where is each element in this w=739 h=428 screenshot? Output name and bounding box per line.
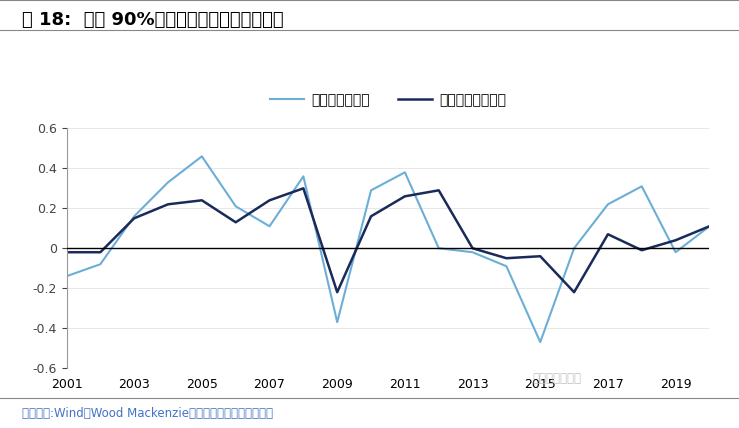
当年成本下移比例	[265, 198, 274, 203]
当年成本下移比例	[197, 198, 206, 203]
当年成本下移比例	[130, 216, 139, 221]
原油年均价同比	[502, 264, 511, 269]
原油年均价同比	[130, 214, 139, 219]
原油年均价同比	[401, 170, 409, 175]
原油年均价同比	[367, 188, 375, 193]
Line: 原油年均价同比: 原油年均价同比	[67, 156, 709, 342]
当年成本下移比例	[536, 254, 545, 259]
当年成本下移比例	[570, 290, 579, 295]
当年成本下移比例	[299, 186, 308, 191]
原油年均价同比	[570, 246, 579, 251]
Text: 图 18:  矿山 90%分位线与原油价格变动关系: 图 18: 矿山 90%分位线与原油价格变动关系	[22, 11, 284, 29]
原油年均价同比	[435, 246, 443, 251]
原油年均价同比	[62, 273, 71, 279]
当年成本下移比例	[333, 290, 341, 295]
原油年均价同比	[299, 174, 308, 179]
当年成本下移比例	[96, 250, 105, 255]
原油年均价同比	[671, 250, 680, 255]
原油年均价同比	[468, 250, 477, 255]
Text: 刘孟晰有色研究: 刘孟晰有色研究	[532, 372, 581, 385]
当年成本下移比例	[367, 214, 375, 219]
原油年均价同比	[163, 180, 172, 185]
Text: 资料来源:Wind、Wood Mackenzie、国信证券经济研究所整理: 资料来源:Wind、Wood Mackenzie、国信证券经济研究所整理	[22, 407, 273, 419]
Line: 当年成本下移比例: 当年成本下移比例	[67, 188, 709, 292]
原油年均价同比	[604, 202, 613, 207]
原油年均价同比	[265, 224, 274, 229]
原油年均价同比	[197, 154, 206, 159]
当年成本下移比例	[401, 194, 409, 199]
当年成本下移比例	[62, 250, 71, 255]
Legend: 原油年均价同比, 当年成本下移比例: 原油年均价同比, 当年成本下移比例	[264, 87, 512, 113]
当年成本下移比例	[671, 238, 680, 243]
当年成本下移比例	[502, 256, 511, 261]
原油年均价同比	[637, 184, 646, 189]
当年成本下移比例	[604, 232, 613, 237]
原油年均价同比	[96, 262, 105, 267]
当年成本下移比例	[163, 202, 172, 207]
原油年均价同比	[333, 320, 341, 325]
原油年均价同比	[536, 339, 545, 345]
当年成本下移比例	[705, 224, 714, 229]
原油年均价同比	[705, 224, 714, 229]
当年成本下移比例	[435, 188, 443, 193]
原油年均价同比	[231, 204, 240, 209]
当年成本下移比例	[231, 220, 240, 225]
当年成本下移比例	[637, 248, 646, 253]
当年成本下移比例	[468, 246, 477, 251]
